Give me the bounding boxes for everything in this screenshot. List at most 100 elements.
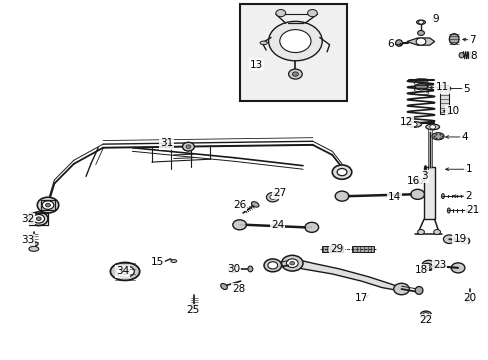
Polygon shape: [287, 260, 401, 291]
Circle shape: [443, 235, 454, 243]
Bar: [321, 246, 343, 252]
Circle shape: [410, 122, 416, 127]
Circle shape: [288, 69, 302, 79]
Bar: [351, 246, 373, 252]
Circle shape: [334, 191, 348, 201]
Ellipse shape: [116, 266, 134, 277]
Ellipse shape: [220, 284, 227, 289]
Polygon shape: [406, 38, 434, 45]
Ellipse shape: [421, 264, 432, 270]
Ellipse shape: [29, 246, 39, 251]
Text: 20: 20: [462, 293, 475, 303]
Text: 11: 11: [434, 82, 447, 93]
Circle shape: [268, 21, 322, 61]
Circle shape: [417, 229, 424, 234]
Text: 18: 18: [413, 265, 427, 275]
Text: 27: 27: [272, 188, 285, 198]
Circle shape: [433, 229, 440, 234]
Text: 16: 16: [406, 176, 420, 186]
Ellipse shape: [415, 84, 427, 90]
Text: 28: 28: [231, 284, 245, 294]
Circle shape: [267, 262, 277, 269]
Circle shape: [279, 30, 310, 53]
Circle shape: [418, 21, 423, 24]
Text: 23: 23: [432, 260, 445, 270]
Circle shape: [393, 283, 408, 295]
Text: 5: 5: [462, 84, 468, 94]
Ellipse shape: [422, 313, 428, 316]
Circle shape: [281, 255, 303, 271]
Text: 30: 30: [227, 264, 240, 274]
Ellipse shape: [414, 178, 423, 183]
Circle shape: [185, 145, 190, 148]
Text: 25: 25: [186, 305, 200, 315]
Circle shape: [429, 125, 435, 129]
Ellipse shape: [424, 265, 429, 269]
Circle shape: [305, 222, 318, 232]
Text: 31: 31: [160, 139, 173, 148]
Ellipse shape: [33, 215, 44, 223]
Circle shape: [450, 263, 464, 273]
Ellipse shape: [462, 238, 469, 244]
Circle shape: [42, 201, 54, 210]
Text: 13: 13: [249, 59, 263, 69]
Circle shape: [286, 259, 298, 267]
Ellipse shape: [190, 305, 197, 308]
Text: 15: 15: [151, 257, 164, 267]
Circle shape: [232, 220, 246, 230]
Circle shape: [417, 31, 424, 36]
Circle shape: [275, 9, 285, 17]
Ellipse shape: [431, 133, 443, 140]
Circle shape: [264, 259, 281, 272]
Ellipse shape: [416, 20, 425, 24]
Circle shape: [421, 260, 435, 270]
Text: 22: 22: [418, 315, 431, 325]
Circle shape: [336, 168, 346, 176]
Ellipse shape: [170, 260, 176, 262]
Ellipse shape: [458, 53, 463, 58]
Text: 17: 17: [354, 293, 367, 303]
Text: 2: 2: [465, 191, 471, 201]
Text: 33: 33: [21, 235, 34, 245]
Circle shape: [37, 197, 59, 213]
Ellipse shape: [247, 266, 252, 272]
Text: 32: 32: [21, 214, 34, 224]
Bar: [423, 167, 434, 220]
Ellipse shape: [29, 242, 38, 246]
Text: 3: 3: [421, 171, 427, 181]
Text: 21: 21: [465, 206, 478, 216]
Text: 4: 4: [461, 132, 467, 142]
Text: 10: 10: [446, 106, 459, 116]
Ellipse shape: [406, 122, 421, 127]
Circle shape: [415, 38, 425, 45]
Ellipse shape: [425, 124, 439, 130]
Text: 19: 19: [452, 234, 466, 244]
Ellipse shape: [420, 311, 430, 318]
Ellipse shape: [441, 194, 444, 199]
Ellipse shape: [448, 34, 458, 44]
Circle shape: [266, 193, 279, 202]
Circle shape: [182, 142, 194, 151]
Text: 12: 12: [399, 117, 412, 127]
Text: 7: 7: [468, 35, 475, 45]
Ellipse shape: [447, 208, 449, 213]
Bar: [439, 85, 448, 114]
Circle shape: [45, 203, 50, 207]
Ellipse shape: [110, 262, 140, 280]
Ellipse shape: [414, 287, 422, 294]
Circle shape: [292, 72, 298, 76]
Ellipse shape: [395, 40, 402, 46]
Ellipse shape: [121, 269, 129, 274]
Text: 34: 34: [116, 266, 129, 276]
Circle shape: [331, 165, 351, 179]
Text: 1: 1: [465, 164, 471, 174]
Bar: [239, 4, 346, 101]
Circle shape: [289, 261, 294, 265]
Ellipse shape: [260, 41, 267, 45]
Circle shape: [269, 195, 275, 199]
Circle shape: [410, 189, 424, 199]
Text: 14: 14: [387, 192, 401, 202]
Text: 26: 26: [232, 200, 246, 210]
Ellipse shape: [466, 300, 472, 303]
Circle shape: [307, 9, 317, 17]
